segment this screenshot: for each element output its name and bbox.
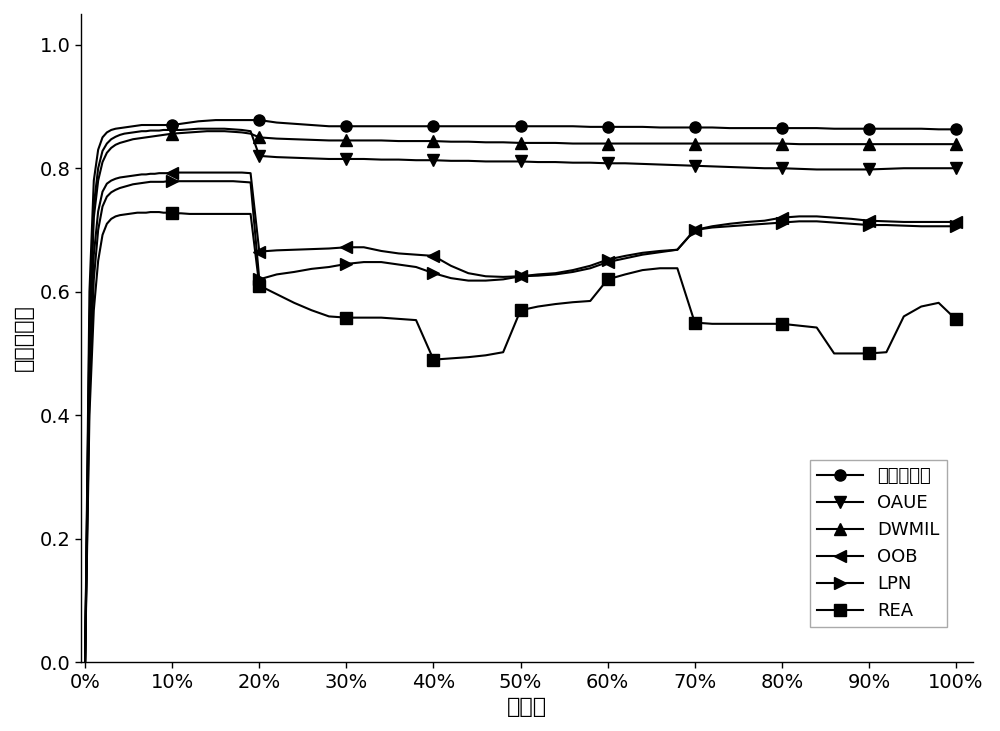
X-axis label: 数据量: 数据量 <box>507 697 547 717</box>
Y-axis label: 几何平均值: 几何平均值 <box>14 305 34 371</box>
Legend: 本申请方法, OAUE, DWMIL, OOB, LPN, REA: 本申请方法, OAUE, DWMIL, OOB, LPN, REA <box>810 460 947 627</box>
